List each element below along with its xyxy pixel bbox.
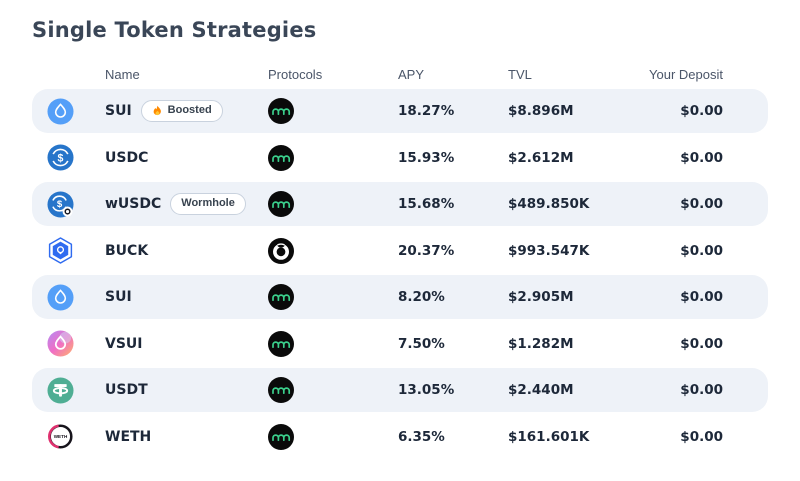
deposit-value: $0.00 xyxy=(680,428,723,445)
header-your-deposit: Your Deposit xyxy=(649,66,723,82)
deposit-value: $0.00 xyxy=(680,149,723,166)
token-name: USDC xyxy=(105,149,149,166)
tvl-value: $2.440M xyxy=(508,382,574,398)
protocol-icon-slot[interactable] xyxy=(268,237,398,264)
token-icon-slot xyxy=(32,97,105,125)
deposit-value: $0.00 xyxy=(680,289,723,305)
sui-token-icon xyxy=(47,97,74,125)
mole-protocol-icon xyxy=(268,98,294,124)
deposit-value: $0.00 xyxy=(680,196,723,212)
strategy-row[interactable]: SUI 8.20% $2.905M $0.00 xyxy=(32,275,768,319)
tvl-value: $161.601K xyxy=(508,428,590,445)
deposit-value: $0.00 xyxy=(680,103,723,119)
svg-text:$: $ xyxy=(58,152,64,164)
header-name: Name xyxy=(105,66,140,82)
single-token-strategies-page: Single Token Strategies Name Protocols A… xyxy=(32,18,768,459)
tvl-value: $2.612M xyxy=(508,149,574,166)
strategy-row[interactable]: $ USDC 15.93% $2.612M $0.00 xyxy=(32,135,768,180)
mole-protocol-icon xyxy=(268,284,294,310)
apy-value: 7.50% xyxy=(398,335,445,352)
usdc-token-icon: $ xyxy=(47,144,74,171)
token-icon-slot xyxy=(32,283,105,311)
apy-value: 20.37% xyxy=(398,242,455,259)
svg-text:WETH: WETH xyxy=(54,434,68,439)
wusdc-wormhole-token-icon: $ xyxy=(47,190,74,218)
table-header: Name Protocols APY TVL Your Deposit xyxy=(32,59,768,89)
token-name: BUCK xyxy=(105,242,149,259)
apy-value: 13.05% xyxy=(398,382,455,398)
sui-token-icon xyxy=(47,283,74,311)
mole-protocol-icon xyxy=(268,191,294,217)
strategy-row[interactable]: VSUI 7.50% $1.282M $0.00 xyxy=(32,321,768,366)
deposit-value: $0.00 xyxy=(680,382,723,398)
token-name: WETH xyxy=(105,428,152,445)
token-name: SUI xyxy=(105,289,132,305)
badge-label: Boosted xyxy=(167,104,212,117)
svg-text:$: $ xyxy=(57,199,63,210)
protocol-icon-slot[interactable] xyxy=(268,284,398,310)
token-name: SUI xyxy=(105,103,132,119)
token-icon-slot: $ xyxy=(32,190,105,218)
token-icon-slot xyxy=(32,237,105,264)
protocol-icon-slot[interactable] xyxy=(268,191,398,217)
token-badge: Boosted xyxy=(140,100,223,122)
mole-protocol-icon xyxy=(268,330,294,357)
buck-token-icon xyxy=(48,237,73,264)
mole-protocol-icon xyxy=(268,144,294,171)
apy-value: 15.68% xyxy=(398,196,455,212)
apy-value: 6.35% xyxy=(398,428,445,445)
tvl-value: $1.282M xyxy=(508,335,574,352)
token-icon-slot xyxy=(32,376,105,404)
token-icon-slot xyxy=(32,330,105,357)
deposit-value: $0.00 xyxy=(680,335,723,352)
tvl-value: $2.905M xyxy=(508,289,574,305)
header-apy: APY xyxy=(398,66,425,82)
token-name: VSUI xyxy=(105,335,143,352)
table-body: SUI Boosted 18.27% $8.896M $0.00 $ USDC xyxy=(32,89,768,459)
deposit-value: $0.00 xyxy=(680,242,723,259)
token-icon-slot: $ xyxy=(32,144,105,171)
apy-value: 8.20% xyxy=(398,289,445,305)
tvl-value: $8.896M xyxy=(508,103,574,119)
header-protocols: Protocols xyxy=(268,66,323,82)
token-icon-slot: WETH xyxy=(32,423,105,450)
strategy-row[interactable]: USDT 13.05% $2.440M $0.00 xyxy=(32,368,768,412)
badge-label: Wormhole xyxy=(181,197,235,210)
page-title: Single Token Strategies xyxy=(32,18,317,42)
protocol-icon-slot[interactable] xyxy=(268,423,398,450)
usdt-token-icon xyxy=(47,376,74,404)
protocol-icon-slot[interactable] xyxy=(268,144,398,171)
protocol-icon-slot[interactable] xyxy=(268,377,398,403)
mole-protocol-icon xyxy=(268,377,294,403)
protocol-icon-slot[interactable] xyxy=(268,98,398,124)
strategy-row[interactable]: WETH WETH 6.35% $161.601K $0.00 xyxy=(32,414,768,459)
header-tvl: TVL xyxy=(508,66,532,82)
tvl-value: $993.547K xyxy=(508,242,590,259)
bucket-protocol-icon xyxy=(268,237,294,264)
strategy-row[interactable]: $ wUSDC Wormhole 15.68% $489.850K $0.00 xyxy=(32,182,768,226)
apy-value: 15.93% xyxy=(398,149,455,166)
protocol-icon-slot[interactable] xyxy=(268,330,398,357)
token-name: USDT xyxy=(105,382,148,398)
token-badge: Wormhole xyxy=(170,193,246,215)
strategy-row[interactable]: SUI Boosted 18.27% $8.896M $0.00 xyxy=(32,89,768,133)
vsui-token-icon xyxy=(47,330,74,357)
strategy-row[interactable]: BUCK 20.37% $993.547K $0.00 xyxy=(32,228,768,273)
tvl-value: $489.850K xyxy=(508,196,590,212)
token-name: wUSDC xyxy=(105,196,162,212)
apy-value: 18.27% xyxy=(398,103,455,119)
mole-protocol-icon xyxy=(268,423,294,450)
weth-token-icon: WETH xyxy=(47,423,74,450)
flame-icon xyxy=(153,105,161,116)
